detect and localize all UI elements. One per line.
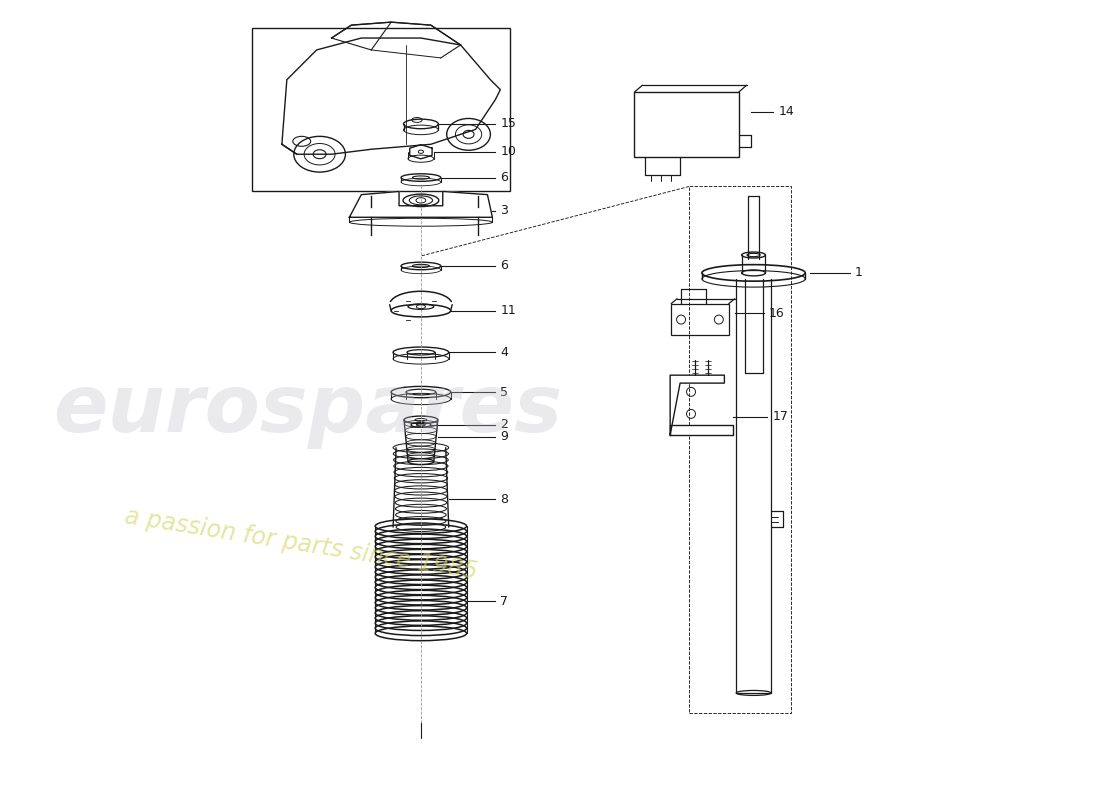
- Text: 14: 14: [779, 105, 794, 118]
- Text: 8: 8: [500, 493, 508, 506]
- Text: 7: 7: [500, 594, 508, 608]
- Text: 15: 15: [500, 118, 516, 130]
- Text: a passion for parts since 1985: a passion for parts since 1985: [123, 504, 480, 584]
- Polygon shape: [670, 375, 725, 434]
- Text: 9: 9: [500, 430, 508, 443]
- Text: 4: 4: [500, 346, 508, 359]
- Polygon shape: [350, 191, 493, 218]
- Text: eurospares: eurospares: [54, 371, 562, 449]
- Text: 16: 16: [769, 306, 784, 320]
- Text: 6: 6: [500, 171, 508, 184]
- Text: 11: 11: [500, 304, 516, 317]
- Text: 3: 3: [500, 204, 508, 217]
- Bar: [252, 28, 510, 191]
- Text: 6: 6: [500, 259, 508, 273]
- Text: 5: 5: [500, 386, 508, 398]
- Bar: [635, 92, 739, 157]
- Text: 2: 2: [500, 418, 508, 431]
- Text: 10: 10: [500, 146, 516, 158]
- Text: 1: 1: [855, 266, 862, 279]
- Text: 17: 17: [772, 410, 789, 423]
- Polygon shape: [670, 425, 733, 434]
- Bar: [671, 304, 728, 335]
